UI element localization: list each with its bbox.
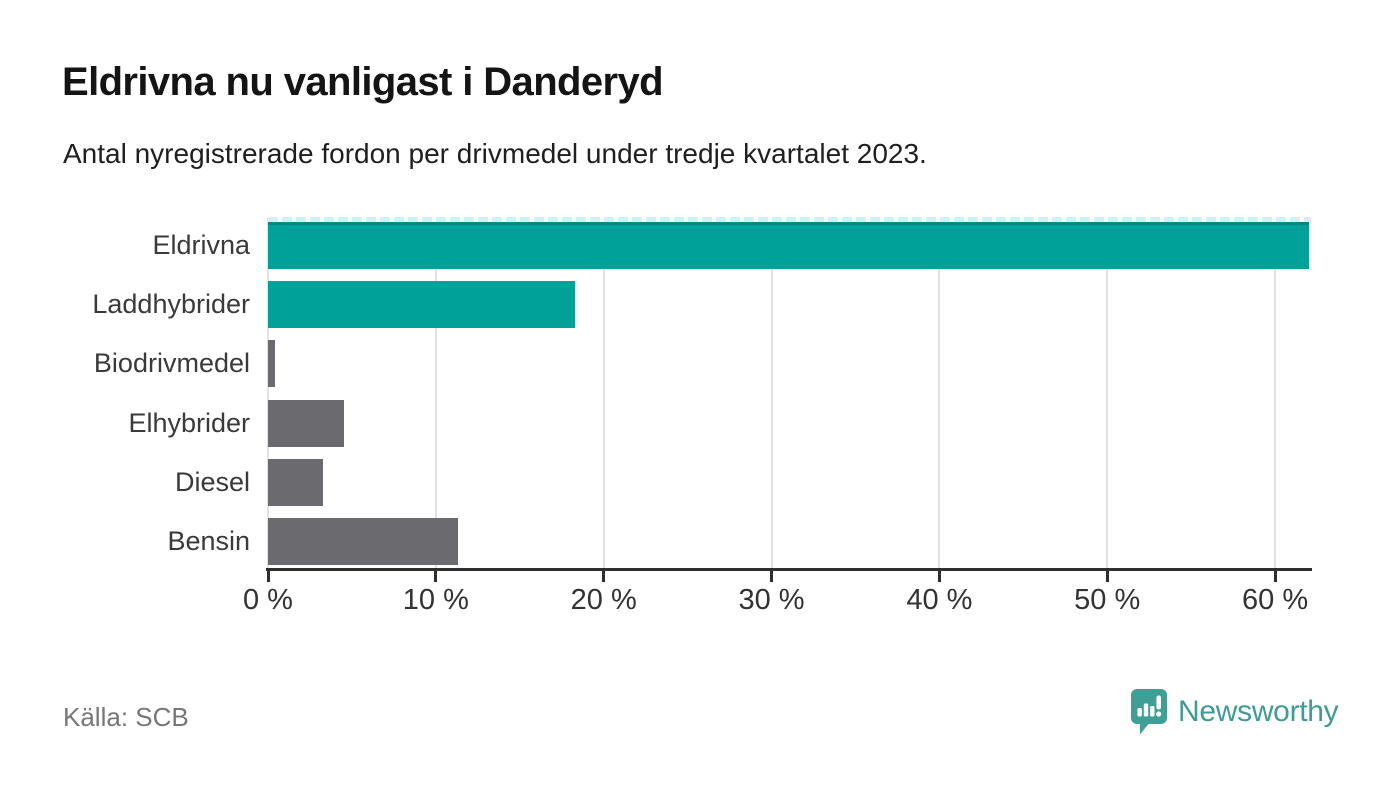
gridline-60	[1274, 218, 1277, 568]
source-note: Källa: SCB	[63, 702, 189, 732]
bar-eldrivna[interactable]	[268, 222, 1309, 269]
x-tick-50	[1105, 571, 1109, 582]
x-tick-label-30: 30 %	[738, 584, 805, 616]
brand-logo: Newsworthy	[1130, 688, 1339, 735]
x-tick-20	[602, 571, 606, 582]
newsworthy-pin-chart-icon	[1131, 689, 1167, 735]
x-axis-line	[266, 568, 1312, 571]
x-tick-30	[770, 571, 774, 582]
plot-area	[267, 217, 1312, 568]
x-tick-label-50: 50 %	[1074, 584, 1141, 616]
bar-bensin[interactable]	[268, 518, 458, 565]
category-label-eldrivna: Eldrivna	[152, 230, 250, 260]
x-tick-0	[266, 571, 270, 582]
chart-title: Eldrivna nu vanligast i Danderyd	[62, 60, 664, 104]
bar-diesel[interactable]	[268, 458, 324, 506]
x-tick-label-20: 20 %	[570, 584, 637, 616]
x-tick-label-0: 0 %	[243, 584, 293, 616]
x-tick-10	[434, 571, 438, 582]
category-label-biodrivmedel: Biodrivmedel	[93, 348, 250, 379]
gridline-20	[602, 218, 605, 568]
bar-biodrivmedel[interactable]	[268, 340, 275, 388]
category-label-elhybrider: Elhybrider	[128, 407, 250, 438]
category-label-diesel: Diesel	[174, 466, 250, 497]
bar-elhybrider[interactable]	[268, 399, 344, 447]
gridline-10	[434, 218, 437, 568]
x-tick-label-10: 10 %	[402, 584, 469, 616]
category-label-bensin: Bensin	[167, 526, 250, 556]
chart-subtitle: Antal nyregistrerade fordon per drivmede…	[63, 138, 927, 169]
gridline-40	[938, 218, 941, 568]
gridline-30	[770, 218, 773, 568]
x-tick-label-60: 60 %	[1242, 584, 1309, 616]
brand-name: Newsworthy	[1178, 694, 1339, 728]
bar-clip-indicator	[268, 217, 1311, 222]
x-tick-40	[937, 571, 941, 582]
x-tick-label-40: 40 %	[906, 584, 973, 616]
category-label-laddhybrider: Laddhybrider	[92, 289, 250, 320]
x-tick-60	[1273, 571, 1277, 582]
gridline-50	[1106, 218, 1109, 568]
gridline-0	[267, 218, 269, 568]
bar-laddhybrider[interactable]	[268, 281, 576, 329]
